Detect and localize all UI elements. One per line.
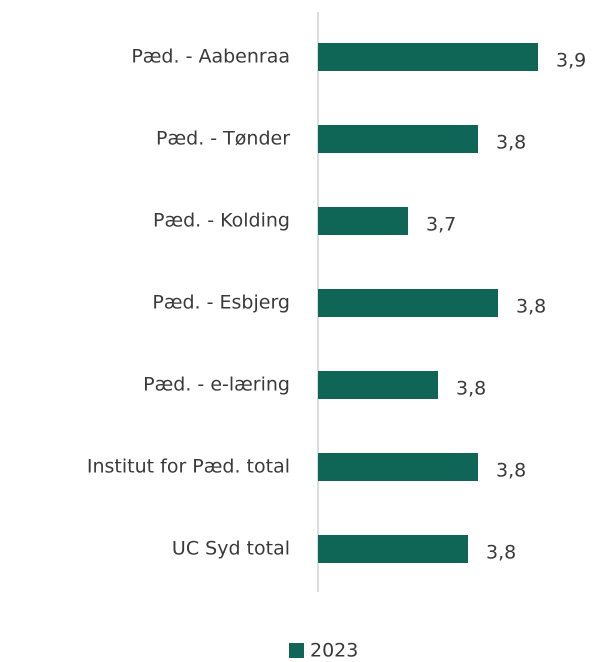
- value-label: 3,9: [556, 50, 586, 72]
- category-label: Pæd. - Kolding: [153, 210, 290, 232]
- category-label: Pæd. - e-læring: [143, 374, 290, 396]
- category-label: Pæd. - Tønder: [156, 128, 290, 150]
- value-label: 3,8: [516, 296, 546, 318]
- legend-swatch: [289, 643, 304, 658]
- bar: [318, 207, 408, 235]
- category-label: Pæd. - Aabenraa: [131, 46, 290, 68]
- value-label: 3,8: [496, 132, 526, 154]
- bar: [318, 535, 468, 563]
- value-label: 3,7: [426, 214, 456, 236]
- category-label: Pæd. - Esbjerg: [152, 292, 290, 314]
- bar: [318, 289, 498, 317]
- value-label: 3,8: [486, 542, 516, 564]
- bar: [318, 125, 478, 153]
- value-label: 3,8: [496, 460, 526, 482]
- legend-label: 2023: [310, 640, 358, 662]
- bar: [318, 453, 478, 481]
- bar: [318, 43, 538, 71]
- value-label: 3,8: [456, 378, 486, 400]
- category-label: UC Syd total: [172, 538, 290, 560]
- bar: [318, 371, 438, 399]
- category-label: Institut for Pæd. total: [87, 456, 290, 478]
